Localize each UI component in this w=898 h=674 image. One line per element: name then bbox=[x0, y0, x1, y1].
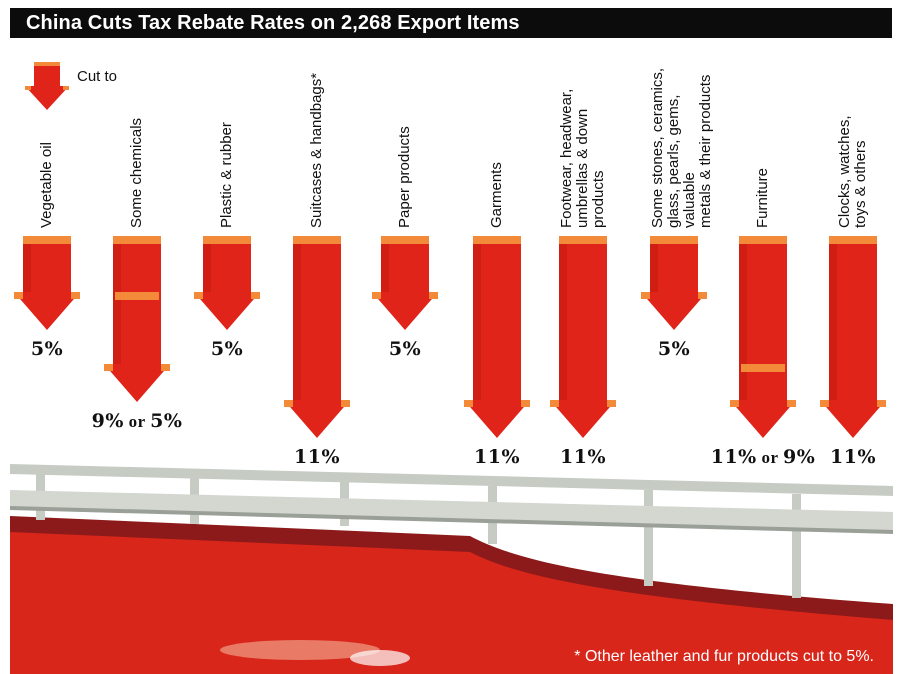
bar-arrow-3 bbox=[194, 236, 260, 330]
rate-label-8: 5% bbox=[658, 338, 690, 360]
rate-value: 9% bbox=[91, 410, 124, 432]
rate-label-2: 9% or 5% bbox=[92, 410, 183, 432]
rate-label-1: 5% bbox=[31, 338, 63, 360]
title-bar: China Cuts Tax Rebate Rates on 2,268 Exp… bbox=[10, 8, 892, 38]
category-label-line: umbrellas & down bbox=[574, 108, 591, 228]
rate-value: 5% bbox=[210, 338, 244, 360]
rate-alt-value: 5% bbox=[150, 410, 183, 432]
category-label-line: Suitcases & handbags* bbox=[308, 72, 325, 228]
rate-label-5: 5% bbox=[389, 338, 421, 360]
rate-label-6: 11% bbox=[474, 446, 520, 468]
bar-arrow-10 bbox=[820, 236, 886, 438]
rate-value: 11% bbox=[294, 446, 340, 468]
bar-arrow-7 bbox=[550, 236, 616, 438]
bar-arrow-2 bbox=[104, 236, 170, 402]
category-label-line: metals & their products bbox=[697, 74, 714, 228]
bar-arrow-9 bbox=[730, 236, 796, 438]
category-label-line: Plastic & rubber bbox=[218, 122, 235, 228]
category-label-1: Vegetable oil bbox=[38, 58, 55, 228]
rate-value: 5% bbox=[388, 338, 422, 360]
legend-arrow-icon bbox=[25, 62, 69, 110]
category-label-3: Plastic & rubber bbox=[218, 58, 235, 228]
category-label-line: Some stones, ceramics, bbox=[649, 67, 666, 228]
rate-value: 5% bbox=[657, 338, 691, 360]
legend-label: Cut to bbox=[77, 68, 118, 85]
bar-arrow-8 bbox=[641, 236, 707, 330]
category-label-5: Paper products bbox=[396, 58, 413, 228]
chart-title: China Cuts Tax Rebate Rates on 2,268 Exp… bbox=[26, 12, 520, 34]
rate-or-word: or bbox=[756, 448, 783, 467]
category-label-9: Furniture bbox=[754, 58, 771, 228]
category-label-2: Some chemicals bbox=[128, 58, 145, 228]
footnote: * Other leather and fur products cut to … bbox=[574, 648, 874, 665]
rate-alt-value: 9% bbox=[782, 446, 816, 468]
rate-value: 11% bbox=[710, 446, 757, 468]
rate-value: 11% bbox=[474, 446, 520, 468]
category-label-line: Some chemicals bbox=[128, 117, 145, 228]
category-label-line: products bbox=[590, 170, 607, 228]
category-label-line: Footwear, headwear, bbox=[558, 88, 575, 228]
rate-value: 5% bbox=[30, 338, 64, 360]
category-label-10: Clocks, watches, toys & others bbox=[836, 58, 869, 228]
rate-value: 11% bbox=[560, 446, 606, 468]
rate-label-3: 5% bbox=[211, 338, 243, 360]
category-label-8: Some stones, ceramics, glass, pearls, gem… bbox=[649, 58, 714, 228]
category-label-line: Furniture bbox=[754, 167, 771, 228]
category-label-line: Clocks, watches, bbox=[836, 115, 853, 228]
rate-value: 11% bbox=[830, 446, 876, 468]
category-label-line: glass, pearls, gems, valuable bbox=[665, 94, 698, 228]
bar-arrow-5 bbox=[372, 236, 438, 330]
rate-or-word: or bbox=[123, 412, 151, 431]
category-label-line: toys & others bbox=[852, 140, 869, 228]
rate-label-7: 11% bbox=[560, 446, 606, 468]
rate-label-9: 11% or 9% bbox=[711, 446, 816, 468]
bar-arrow-6 bbox=[464, 236, 530, 438]
bar-arrow-1 bbox=[14, 236, 80, 330]
category-label-7: Footwear, headwear, umbrellas & down produ… bbox=[558, 58, 607, 228]
bar-arrow-4 bbox=[284, 236, 350, 438]
alt-rate-marker-2 bbox=[115, 292, 159, 300]
category-label-line: Garments bbox=[488, 162, 505, 228]
rate-label-10: 11% bbox=[830, 446, 876, 468]
category-label-line: Vegetable oil bbox=[38, 142, 55, 228]
rate-label-4: 11% bbox=[294, 446, 340, 468]
category-label-line: Paper products bbox=[396, 126, 413, 228]
category-label-6: Garments bbox=[488, 58, 505, 228]
category-label-4: Suitcases & handbags* bbox=[308, 58, 325, 228]
alt-rate-marker-9 bbox=[741, 364, 785, 372]
